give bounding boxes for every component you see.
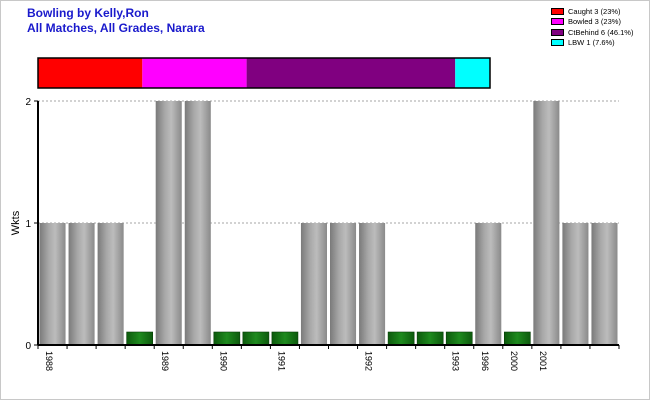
zero-marker [445,331,473,346]
dismissal-segment-caught [38,58,143,88]
x-tick-label: 1993 [451,351,461,371]
dismissal-segment-bowled [142,58,247,88]
x-tick-labels: 1988 1989 1990 1991 1992 1993 1996 2000 2001 [44,351,548,371]
x-tick-label: 1988 [44,351,54,371]
bar [300,223,327,345]
bar [475,223,502,345]
zero-marker [503,331,531,346]
y-tick-label: 2 [25,97,31,108]
x-tick-label: 1989 [160,351,170,371]
legend-item-bowled: Bowled 3 (23%) [551,17,633,27]
x-tick-label: 2000 [509,351,519,371]
gridlines [38,100,619,224]
x-tick-label: 1996 [480,351,490,371]
bar [68,223,95,345]
bar [97,223,124,345]
x-tick-label: 1991 [276,351,286,371]
zero-marker [213,331,241,346]
y-tick-label: 0 [25,341,31,352]
legend-label-lbw: LBW 1 (7.6%) [568,38,615,47]
legend-item-ctbehind: CtBehind 6 (46.1%) [551,27,633,37]
legend-swatch-caught [551,7,564,15]
bar [184,101,211,345]
bar [39,223,66,345]
y-tick-labels: 0 1 2 [25,97,31,352]
zero-marker [271,331,299,346]
legend-item-caught: Caught 3 (23%) [551,6,633,16]
chart-title: Bowling by Kelly,Ron [27,6,149,20]
zero-marker [242,331,270,346]
bar [562,223,589,345]
legend-label-bowled: Bowled 3 (23%) [568,17,621,26]
legend: Caught 3 (23%) Bowled 3 (23%) CtBehind 6… [551,6,633,48]
bars [39,101,618,346]
y-axis-label: Wkts [10,210,22,235]
x-tick-label: 2001 [538,351,548,371]
zero-marker [416,331,444,346]
legend-swatch-bowled [551,18,564,25]
axes [34,100,620,349]
dismissal-segment-lbw [455,58,490,88]
legend-swatch-lbw [551,39,564,46]
bar [533,101,560,345]
bar [359,223,386,345]
y-tick-label: 1 [25,219,31,230]
dismissal-bar-outline [37,57,491,89]
bar [591,223,618,345]
dismissal-breakdown-bar [37,57,491,89]
zero-marker [387,331,415,346]
bar [330,223,357,345]
x-tick-label: 1992 [364,351,374,371]
legend-label-ctbehind: CtBehind 6 (46.1%) [568,27,634,37]
bar [155,101,182,345]
chart-subtitle: All Matches, All Grades, Narara [27,21,205,35]
legend-swatch-ctbehind [551,28,564,36]
dismissal-segment-ctbehind [246,58,456,88]
x-tick-label: 1990 [218,351,228,371]
zero-marker [126,331,154,346]
legend-item-lbw: LBW 1 (7.6%) [551,38,633,48]
legend-label-caught: Caught 3 (23%) [568,6,621,16]
